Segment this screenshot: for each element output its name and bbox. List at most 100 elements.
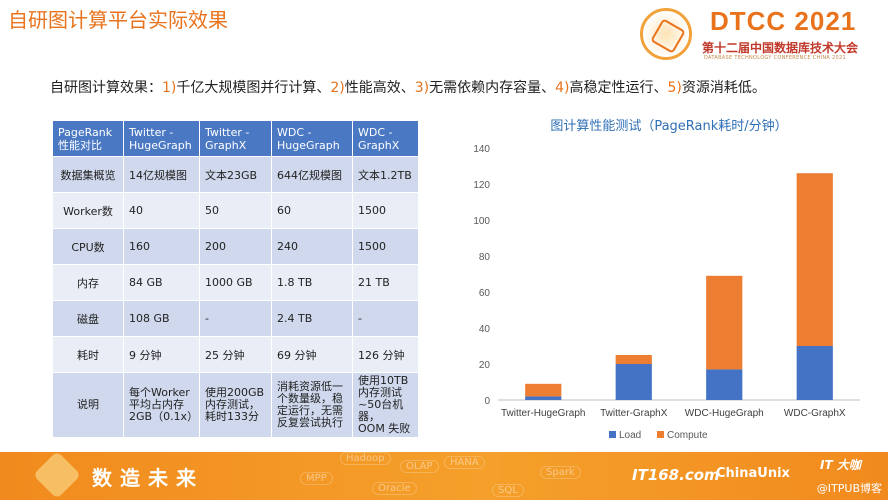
table-cell: 60 [271,192,353,229]
summary-prefix: 自研图计算效果： [50,80,162,96]
table-row: CPU数 160 200 240 1500 [52,228,419,265]
table-cell: 25 分钟 [199,336,272,373]
x-tick-label: WDC-GraphX [784,408,846,419]
table-header-cell: WDC - GraphX [352,120,419,157]
bar-load-1 [615,364,652,400]
table-header-cell: Twitter - GraphX [199,120,272,157]
summary-item-5-num: 5) [667,80,682,96]
sponsor-itdaka-logo: IT 大咖 [820,458,861,472]
table-header-cell: PageRank 性能对比 [52,120,124,157]
table-cell: 69 分钟 [271,336,353,373]
summary-item-5: 资源消耗低。 [681,80,766,96]
summary-item-4: 高稳定性运行、 [569,80,668,96]
table-cell: 108 GB [123,300,200,337]
bar-compute-1 [615,355,652,364]
y-tick-label: 60 [479,288,491,299]
summary-item-1: 千亿大规模图并行计算、 [176,80,331,96]
table-cell: - [199,300,272,337]
summary-item-3: 无需依赖内存容量、 [429,80,556,96]
table-cell: 21 TB [352,264,419,301]
table-cell: 50 [199,192,272,229]
table-cell: 消耗资源低一 个数量级，稳 定运行，无需 反复尝试执行 [271,372,353,438]
slide-title: 自研图计算平台实际效果 [8,8,228,32]
footer-tag: SQL [492,484,524,497]
footer-tag: MPP [300,472,333,485]
table-cell: 126 分钟 [352,336,419,373]
table-cell: 1500 [352,192,419,229]
table-body: 数据集概览 14亿规模图 文本23GB 644亿规模图 文本1.2TB Worker数 40… [52,156,419,438]
table-row: 耗时 9 分钟 25 分钟 69 分钟 126 分钟 [52,336,419,373]
table-cell: 40 [123,192,200,229]
table-row: 磁盘 108 GB -2.4 TB - [52,300,419,337]
logo-subtitle: DATABASE TECHNOLOGY CONFERENCE CHINA 202… [704,55,846,61]
logo-conference-name: 第十二届中国数据库技术大会 [702,41,859,55]
blog-watermark: @ITPUB博客 [816,482,882,495]
x-tick-label: Twitter-GraphX [600,408,668,419]
y-tick-label: 40 [479,324,491,335]
table-cell: 1000 GB [199,264,272,301]
bar-load-3 [796,346,833,400]
footer-tag: Spark [540,466,581,479]
table-header-row: PageRank 性能对比 Twitter - HugeGraph Twitter … [52,120,419,157]
hexagon-logo-icon [32,452,82,500]
table-row-label: 磁盘 [52,300,124,337]
chart-title: 图计算性能测试（PageRank耗时/分钟） [550,118,787,134]
legend-label-compute: Compute [667,430,708,441]
table-cell: 84 GB [123,264,200,301]
y-tick-label: 120 [473,180,490,191]
y-tick-label: 100 [473,216,490,227]
footer-banner: 数造未来 Hadoop OLAP HANA MPP Oracle SQL Spa… [0,452,888,500]
table-row-label: CPU数 [52,228,124,265]
table-header: PageRank 性能对比 Twitter - HugeGraph Twitter … [52,120,419,157]
x-tick-label: WDC-HugeGraph [685,408,764,419]
y-tick-label: 140 [473,144,490,155]
x-tick-label: Twitter-HugeGraph [501,408,585,419]
table-cell: 2.4 TB [271,300,353,337]
dtcc-logo: DTCC 2021 第十二届中国数据库技术大会 DATABASE TECHNOL… [640,6,880,66]
table-row-label: 耗时 [52,336,124,373]
table-row: Worker数 40 50 60 1500 [52,192,419,229]
table-row: 说明 每个Worker 平均占内存 2GB（0.1x） 使用200GB 内存测试， … [52,372,419,438]
table-cell: 240 [271,228,353,265]
bar-load-0 [525,396,562,400]
sponsor-chinaunix-logo: ChinaUnix [716,466,790,481]
sponsor-it168-logo: IT168.com [632,466,720,484]
legend-swatch-compute [657,431,664,438]
table-row-label: 说明 [52,372,124,438]
table-row-label: 内存 [52,264,124,301]
summary-line: 自研图计算效果：1)千亿大规模图并行计算、2)性能高效、3)无需依赖内存容量、4… [50,77,766,97]
table-cell: 14亿规模图 [123,156,200,193]
y-tick-label: 80 [479,252,491,263]
table-cell: 644亿规模图 [271,156,353,193]
footer-tag: HANA [444,456,485,469]
table-cell: 1500 [352,228,419,265]
footer-tag: Hadoop [340,452,391,465]
legend-label-load: Load [619,430,641,441]
table-row: 数据集概览 14亿规模图 文本23GB 644亿规模图 文本1.2TB [52,156,419,193]
bar-compute-0 [525,383,562,397]
table-cell: 每个Worker 平均占内存 2GB（0.1x） [123,372,200,438]
summary-item-1-num: 1) [162,80,177,96]
y-tick-label: 0 [484,396,490,407]
table-cell: 文本23GB [199,156,272,193]
summary-item-2: 性能高效、 [344,80,415,96]
table-cell: 200 [199,228,272,265]
y-tick-label: 20 [479,360,491,371]
table-row-label: 数据集概览 [52,156,124,193]
table-cell: 使用10TB 内存测试 ~50台机器， OOM 失败 [352,372,419,438]
summary-item-4-num: 4) [555,80,570,96]
logo-emblem-icon [640,8,692,60]
summary-item-3-num: 3) [414,80,430,96]
table-row: 内存 84 GB 1000 GB 1.8 TB 21 TB [52,264,419,301]
table-cell: 使用200GB 内存测试， 耗时133分 [199,372,272,438]
footer-tag: OLAP [400,460,439,473]
table-cell: 文本1.2TB [352,156,419,193]
legend-swatch-load [609,431,616,438]
footer-tag: Oracle [372,482,417,495]
table-row-label: Worker数 [52,192,124,229]
table-cell: - [352,300,419,337]
performance-comparison-table: PageRank 性能对比 Twitter - HugeGraph Twitter … [52,120,419,438]
bar-compute-2 [706,275,743,370]
table-header-cell: WDC - HugeGraph [271,120,353,157]
table-cell: 9 分钟 [123,336,200,373]
